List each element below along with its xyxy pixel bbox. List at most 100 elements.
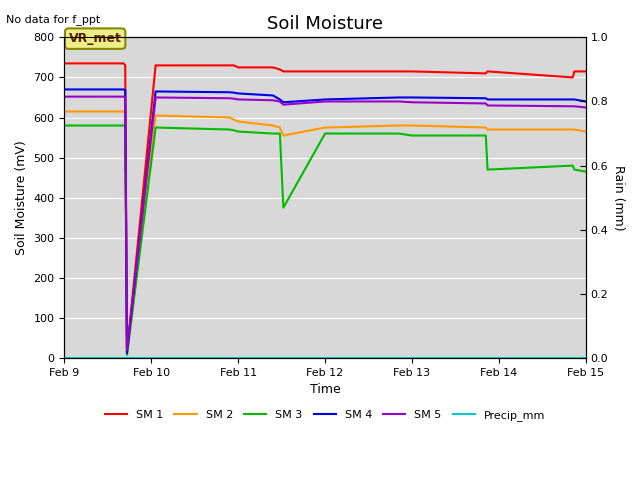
SM 4 [582, 98, 589, 104]
SM 1 [226, 62, 234, 68]
SM 1 [269, 64, 276, 70]
SM 2 [230, 117, 237, 122]
SM 5 [61, 94, 68, 99]
SM 1 [152, 62, 159, 68]
SM 1 [123, 349, 131, 355]
SM 2 [569, 127, 577, 132]
Line: SM 5: SM 5 [65, 96, 586, 350]
Line: SM 2: SM 2 [65, 111, 586, 354]
Y-axis label: Soil Moisture (mV): Soil Moisture (mV) [15, 140, 28, 255]
SM 3 [408, 132, 416, 138]
SM 3 [569, 163, 577, 168]
SM 1 [122, 62, 129, 68]
SM 5 [569, 103, 577, 109]
SM 4 [484, 96, 492, 102]
SM 3 [482, 132, 490, 138]
SM 4 [123, 350, 131, 356]
SM 5 [234, 96, 242, 102]
SM 5 [276, 98, 284, 104]
SM 1 [395, 69, 403, 74]
SM 1 [276, 67, 284, 72]
SM 1 [321, 69, 329, 74]
SM 4 [226, 89, 234, 95]
SM 3 [321, 131, 329, 136]
SM 2 [321, 125, 329, 131]
SM 5 [120, 94, 127, 99]
SM 3 [280, 205, 287, 211]
SM 5 [280, 102, 287, 108]
SM 2 [226, 115, 234, 120]
SM 1 [582, 69, 589, 74]
SM 2 [276, 125, 284, 131]
SM 3 [123, 352, 131, 358]
SM 3 [571, 167, 579, 172]
SM 2 [123, 351, 131, 357]
SM 4 [276, 96, 284, 102]
SM 4 [569, 96, 577, 102]
SM 4 [408, 95, 416, 100]
SM 2 [484, 127, 492, 132]
SM 3 [234, 129, 242, 134]
Text: VR_met: VR_met [68, 32, 122, 45]
Legend: SM 1, SM 2, SM 3, SM 4, SM 5, Precip_mm: SM 1, SM 2, SM 3, SM 4, SM 5, Precip_mm [100, 405, 550, 425]
SM 4 [321, 96, 329, 102]
SM 5 [571, 103, 579, 109]
SM 3 [61, 122, 68, 128]
SM 1 [61, 60, 68, 66]
SM 1 [569, 74, 577, 80]
SM 4 [234, 91, 242, 96]
SM 2 [61, 108, 68, 114]
SM 4 [230, 90, 237, 96]
SM 1 [484, 69, 492, 74]
SM 2 [408, 122, 416, 128]
SM 4 [152, 89, 159, 95]
SM 5 [395, 98, 403, 104]
SM 2 [269, 122, 276, 128]
SM 5 [484, 103, 492, 108]
SM 5 [230, 96, 237, 102]
SM 4 [269, 93, 276, 98]
SM 5 [269, 97, 276, 103]
X-axis label: Time: Time [310, 383, 340, 396]
Line: SM 3: SM 3 [65, 125, 586, 355]
SM 4 [280, 99, 287, 105]
SM 4 [395, 95, 403, 100]
SM 3 [582, 169, 589, 175]
SM 3 [395, 131, 403, 136]
SM 2 [234, 119, 242, 124]
SM 1 [120, 60, 127, 66]
SM 3 [226, 127, 234, 132]
SM 5 [321, 98, 329, 104]
SM 2 [122, 110, 129, 116]
SM 2 [280, 132, 287, 138]
SM 2 [482, 125, 490, 131]
SM 4 [120, 86, 127, 92]
SM 3 [120, 122, 127, 128]
Line: SM 4: SM 4 [65, 89, 586, 353]
SM 2 [395, 122, 403, 128]
SM 5 [582, 105, 589, 110]
SM 3 [276, 131, 284, 136]
SM 1 [230, 62, 237, 68]
SM 1 [280, 69, 287, 74]
SM 4 [61, 86, 68, 92]
SM 4 [482, 96, 490, 101]
Text: No data for f_ppt: No data for f_ppt [6, 14, 100, 25]
SM 1 [482, 71, 490, 76]
SM 3 [152, 125, 159, 131]
Title: Soil Moisture: Soil Moisture [267, 15, 383, 33]
SM 5 [482, 101, 490, 107]
Line: SM 1: SM 1 [65, 63, 586, 352]
SM 4 [122, 87, 129, 93]
SM 1 [234, 64, 242, 70]
SM 5 [123, 347, 131, 353]
SM 2 [120, 108, 127, 114]
Y-axis label: Rain (mm): Rain (mm) [612, 165, 625, 230]
SM 3 [230, 128, 237, 133]
SM 3 [484, 167, 492, 172]
SM 2 [571, 127, 579, 132]
SM 5 [408, 99, 416, 105]
SM 2 [582, 129, 589, 134]
SM 5 [152, 95, 159, 100]
SM 5 [122, 95, 129, 100]
